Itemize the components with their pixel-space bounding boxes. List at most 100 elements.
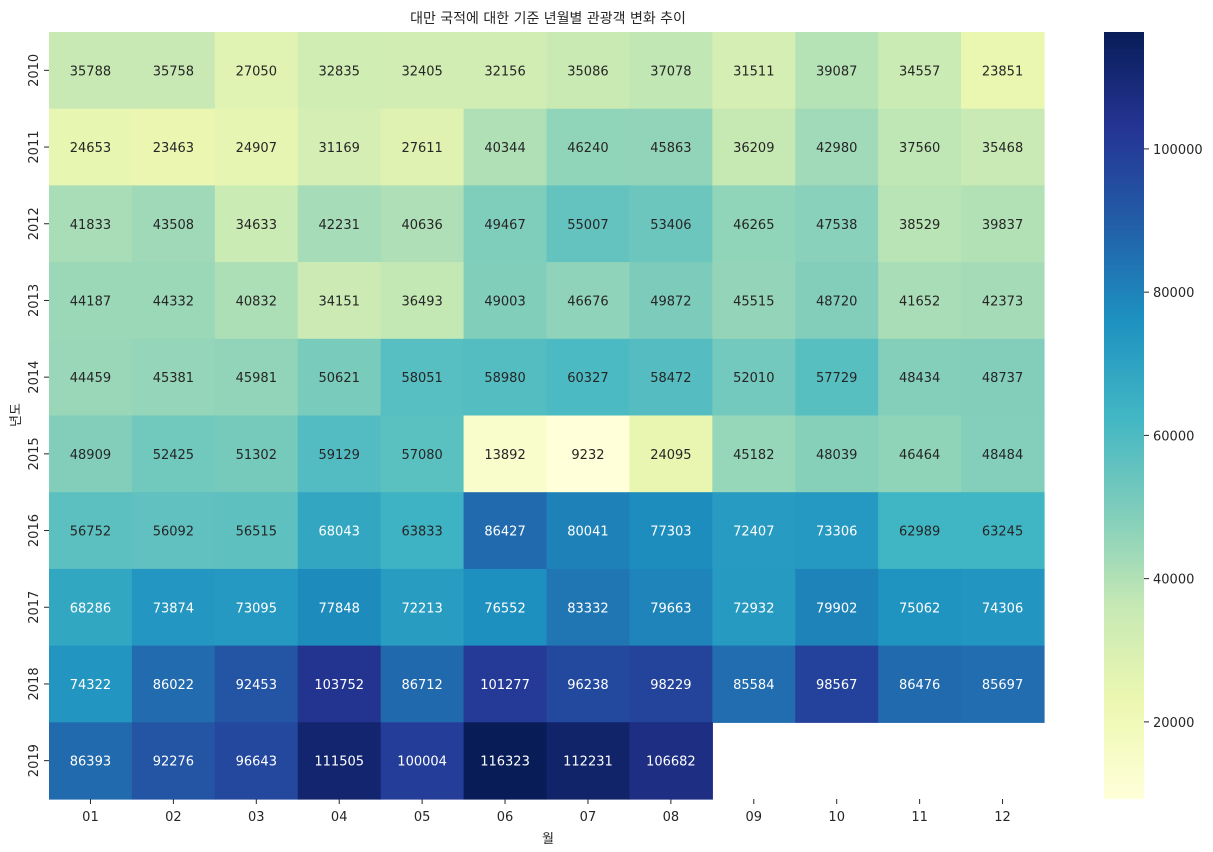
heatmap-cell	[878, 32, 962, 110]
heatmap-cell	[629, 415, 713, 493]
heatmap-cell	[878, 415, 962, 493]
y-tick-label: 2018	[27, 667, 42, 700]
heatmap-cell	[878, 262, 962, 340]
heatmap-cell	[629, 338, 713, 417]
heatmap-cell	[214, 722, 299, 800]
heatmap-cell	[49, 32, 133, 110]
heatmap-cell	[214, 415, 299, 493]
heatmap-cell	[795, 645, 879, 723]
cell-value-label: 52010	[733, 371, 774, 386]
cell-value-label: 48039	[816, 448, 857, 463]
cell-value-label: 98229	[650, 678, 691, 693]
cell-value-label: 31511	[733, 64, 774, 79]
colorbar-ticks: 20000 40000 60000 80000 100000	[1144, 143, 1203, 731]
heatmap-cell	[463, 492, 548, 570]
cell-value-label: 45381	[153, 371, 194, 386]
cell-value-label: 41652	[899, 294, 940, 309]
heatmap-cell	[380, 262, 465, 340]
cell-value-label: 72932	[733, 601, 774, 616]
heatmap-cell	[49, 568, 133, 647]
y-tick-label: 2010	[27, 54, 42, 87]
heatmap-cell	[795, 185, 879, 263]
heatmap-cell	[297, 262, 382, 340]
cell-value-label: 9232	[571, 448, 604, 463]
y-tick-label: 2012	[27, 207, 42, 240]
cell-value-label: 55007	[567, 218, 608, 233]
heatmap-cell	[131, 32, 216, 110]
heatmap-cell	[380, 185, 465, 263]
x-tick-label: 04	[331, 810, 348, 825]
cell-value-label: 40636	[401, 218, 442, 233]
cell-value-label: 79663	[650, 601, 691, 616]
heatmap-cell	[380, 415, 465, 493]
heatmap-cell	[49, 415, 133, 493]
heatmap-cell	[795, 32, 879, 110]
heatmap-cell	[546, 568, 631, 647]
heatmap-cell	[131, 262, 216, 340]
cell-value-label: 116323	[480, 755, 530, 770]
cell-value-label: 40832	[236, 294, 277, 309]
y-tick-label: 2013	[27, 284, 42, 317]
heatmap-cell	[629, 722, 713, 800]
cell-value-label: 46676	[567, 294, 608, 309]
cell-value-label: 63245	[982, 525, 1023, 540]
heatmap-cell	[131, 568, 216, 647]
heatmap-cell	[961, 262, 1045, 340]
cell-value-label: 45981	[236, 371, 277, 386]
colorbar-tick-label: 100000	[1153, 143, 1203, 158]
x-tick-label: 12	[994, 810, 1011, 825]
heatmap-cell	[546, 185, 631, 263]
cell-value-label: 103752	[314, 678, 364, 693]
y-axis-ticks: 2010 2011 2012 2013 2014 2015 2016 2017 2018 2019	[27, 54, 49, 777]
y-tick-label: 2014	[27, 361, 42, 394]
cell-value-label: 41833	[70, 218, 111, 233]
cell-value-label: 34151	[319, 294, 360, 309]
heatmap-cell	[131, 645, 216, 723]
heatmap-cell	[629, 568, 713, 647]
heatmap-cell	[961, 492, 1045, 570]
cell-value-label: 100004	[397, 755, 447, 770]
cell-value-label: 48720	[816, 294, 857, 309]
cell-value-label: 40344	[484, 141, 525, 156]
heatmap-cell	[961, 645, 1045, 723]
heatmap-cell	[131, 722, 216, 800]
cell-value-label: 46464	[899, 448, 940, 463]
heatmap-cell	[297, 722, 382, 800]
heatmap-cell	[961, 108, 1045, 186]
cell-value-label: 98567	[816, 678, 857, 693]
x-tick-label: 01	[82, 810, 99, 825]
cell-value-label: 73095	[236, 601, 277, 616]
cell-value-label: 34557	[899, 64, 940, 79]
cell-value-label: 86022	[153, 678, 194, 693]
heatmap-cell	[795, 415, 879, 493]
cell-value-label: 96238	[567, 678, 608, 693]
cell-value-label: 32835	[319, 64, 360, 79]
heatmap-cell	[546, 722, 631, 800]
cell-value-label: 57080	[401, 448, 442, 463]
x-tick-label: 09	[746, 810, 763, 825]
heatmap-cell	[463, 185, 548, 263]
heatmap-cell	[463, 262, 548, 340]
heatmap-cell	[214, 568, 299, 647]
heatmap-cell	[214, 492, 299, 570]
cell-value-label: 35758	[153, 64, 194, 79]
cell-value-label: 31169	[319, 141, 360, 156]
cell-value-label: 23463	[153, 141, 194, 156]
heatmap-cell	[297, 185, 382, 263]
cell-value-label: 101277	[480, 678, 530, 693]
heatmap-cell	[380, 645, 465, 723]
cell-value-label: 45515	[733, 294, 774, 309]
cell-value-label: 52425	[153, 448, 194, 463]
heatmap-cell	[878, 338, 962, 417]
cell-value-label: 44332	[153, 294, 194, 309]
cell-value-label: 45182	[733, 448, 774, 463]
heatmap-cell	[878, 108, 962, 186]
cell-value-label: 96643	[236, 755, 277, 770]
heatmap-cell	[214, 185, 299, 263]
heatmap-cell	[712, 185, 796, 263]
cell-value-label: 32405	[401, 64, 442, 79]
cell-value-label: 86712	[401, 678, 442, 693]
heatmap-cell	[629, 108, 713, 186]
cell-value-label: 68043	[319, 525, 360, 540]
heatmap-cell	[49, 645, 133, 723]
